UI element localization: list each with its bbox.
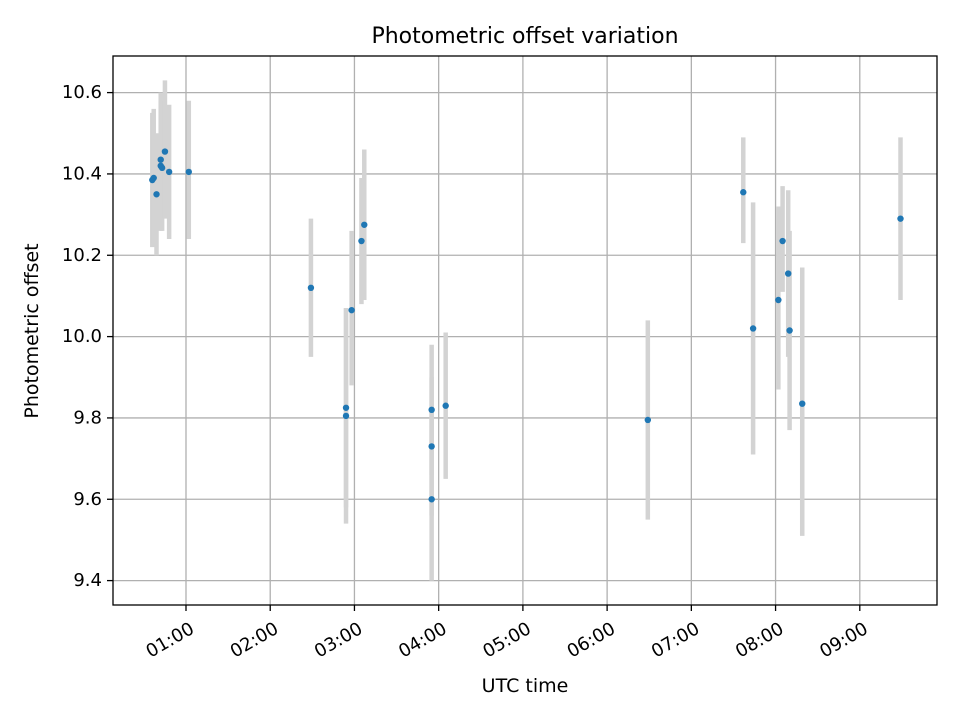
x-axis-ticks: 01:00 02:00 03:00 04:00 05:00 06:00 07:00 08:00… xyxy=(142,605,872,662)
data-point xyxy=(897,215,904,222)
y-axis-ticks: 9.4 9.6 9.8 10.0 10.2 10.4 10.6 xyxy=(62,82,113,591)
data-point xyxy=(428,406,435,413)
data-point xyxy=(361,221,368,228)
x-tick-label: 08:00 xyxy=(732,618,787,662)
y-tick-label: 9.4 xyxy=(73,570,102,591)
x-tick-label: 05:00 xyxy=(479,618,534,662)
y-tick-label: 10.4 xyxy=(62,163,102,184)
y-tick-label: 10.6 xyxy=(62,82,102,103)
x-axis-label: UTC time xyxy=(482,675,569,697)
data-point xyxy=(786,327,793,334)
y-tick-label: 10.2 xyxy=(62,245,102,266)
data-point xyxy=(153,191,160,198)
y-tick-label: 9.6 xyxy=(73,489,102,510)
data-point xyxy=(644,416,652,424)
grid-layer xyxy=(113,56,937,605)
data-point xyxy=(779,237,786,245)
data-point xyxy=(785,270,792,277)
data-point xyxy=(442,402,449,409)
y-axis-label: Photometric offset xyxy=(21,243,43,418)
data-point xyxy=(342,404,350,411)
data-point xyxy=(185,168,193,176)
data-point xyxy=(307,284,315,291)
data-point xyxy=(799,400,806,407)
y-tick-label: 9.8 xyxy=(73,407,102,428)
data-point xyxy=(740,189,747,196)
x-tick-label: 06:00 xyxy=(564,618,619,662)
x-tick-label: 03:00 xyxy=(311,618,366,662)
data-point xyxy=(428,496,435,503)
data-point xyxy=(158,164,166,172)
data-point xyxy=(428,443,435,450)
y-tick-label: 10.0 xyxy=(62,326,102,347)
data-point xyxy=(358,237,365,245)
x-tick-label: 01:00 xyxy=(142,618,197,662)
x-tick-label: 04:00 xyxy=(395,618,450,662)
data-point xyxy=(749,325,757,332)
data-point xyxy=(342,412,350,420)
plot-frame xyxy=(112,55,938,606)
x-tick-label: 09:00 xyxy=(816,618,871,662)
data-point xyxy=(150,174,157,182)
data-point xyxy=(161,148,169,155)
data-point xyxy=(157,156,164,163)
point-layer xyxy=(149,148,904,503)
x-tick-label: 02:00 xyxy=(227,618,282,662)
data-point xyxy=(348,306,355,314)
data-point xyxy=(165,168,173,176)
data-point xyxy=(775,296,782,304)
chart-title: Photometric offset variation xyxy=(371,24,678,49)
x-tick-label: 07:00 xyxy=(648,618,703,662)
